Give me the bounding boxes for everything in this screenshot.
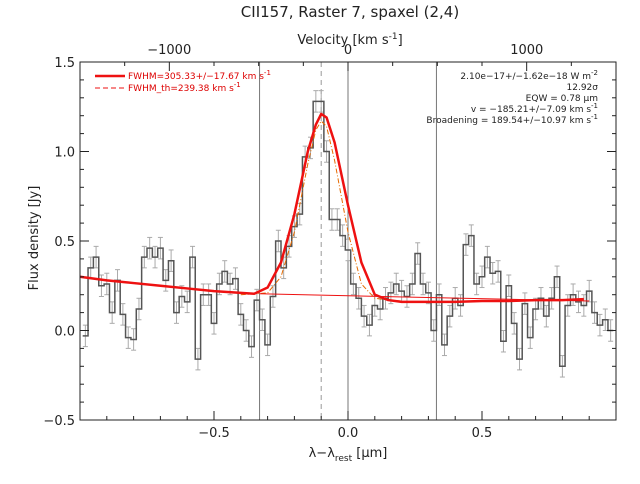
- top-axis-label-end: ]: [398, 33, 403, 48]
- top-tick-label: 0: [344, 43, 352, 58]
- legend-fit-sup: -1: [264, 69, 271, 77]
- y-tick-label: −0.5: [43, 414, 75, 429]
- fit-series: [79, 112, 584, 304]
- legend-theory-text: FWHM_th=239.38 km s: [128, 84, 234, 94]
- spectrum-series: [82, 100, 614, 368]
- x-tick-label: 0.0: [338, 426, 359, 441]
- x-axis-label: λ−λrest [μm]: [309, 446, 388, 464]
- x-axis-label-text: λ−λ: [309, 446, 336, 461]
- annotation-main: v = −185.21+/−7.09 km s: [471, 105, 591, 115]
- legend-theory-sup: -1: [234, 81, 241, 89]
- annotation-main: EQW = 0.78 μm: [526, 94, 598, 104]
- x-tick-label: 0.5: [472, 426, 493, 441]
- annotation-sup: -2: [591, 69, 598, 77]
- x-tick-label: −0.5: [198, 426, 230, 441]
- annotation-text: Broadening = 189.54+/−10.97 km s-1: [426, 113, 598, 126]
- legend-fit-label: FWHM=305.33+/−17.67 km s-1: [128, 69, 271, 82]
- annotation-sup: -1: [591, 113, 598, 121]
- chart-title: CII157, Raster 7, spaxel (2,4): [241, 3, 459, 21]
- annotation-sup: -1: [591, 102, 598, 110]
- x-axis-label-unit: [μm]: [352, 446, 387, 461]
- top-axis-label-sup: -1: [389, 32, 398, 42]
- x-axis-label-sub: rest: [335, 454, 353, 464]
- y-tick-label: 0.0: [54, 325, 75, 340]
- top-axis-label: Velocity [km s-1]: [297, 32, 402, 48]
- legend-theory-label: FWHM_th=239.38 km s-1: [128, 81, 241, 94]
- annotation-text: 2.10e−17+/−1.62e−18 W m-2: [460, 69, 598, 82]
- top-tick-label: −1000: [147, 43, 191, 58]
- y-tick-label: 1.5: [54, 56, 75, 71]
- top-axis-label-text: Velocity [km s: [297, 33, 389, 48]
- annotation-text: v = −185.21+/−7.09 km s-1: [471, 102, 598, 115]
- annotation-main: Broadening = 189.54+/−10.97 km s: [426, 116, 591, 126]
- annotation-text: EQW = 0.78 μm: [526, 94, 598, 104]
- y-tick-label: 1.0: [54, 146, 75, 161]
- y-axis-label: Flux density [Jy]: [27, 186, 42, 291]
- annotation-main: 2.10e−17+/−1.62e−18 W m: [460, 72, 591, 82]
- legend-fit-text: FWHM=305.33+/−17.67 km s: [128, 72, 264, 82]
- y-tick-label: 0.5: [54, 235, 75, 250]
- top-tick-label: 1000: [510, 43, 543, 58]
- plot-area: −0.5 0.0 0.5 −1000 0 1000 −0.5 0.0 0.5 1.0 1.5 FWHM…: [43, 43, 617, 441]
- annotation-main: 12.92σ: [567, 83, 599, 93]
- annotation-text: 12.92σ: [567, 83, 599, 93]
